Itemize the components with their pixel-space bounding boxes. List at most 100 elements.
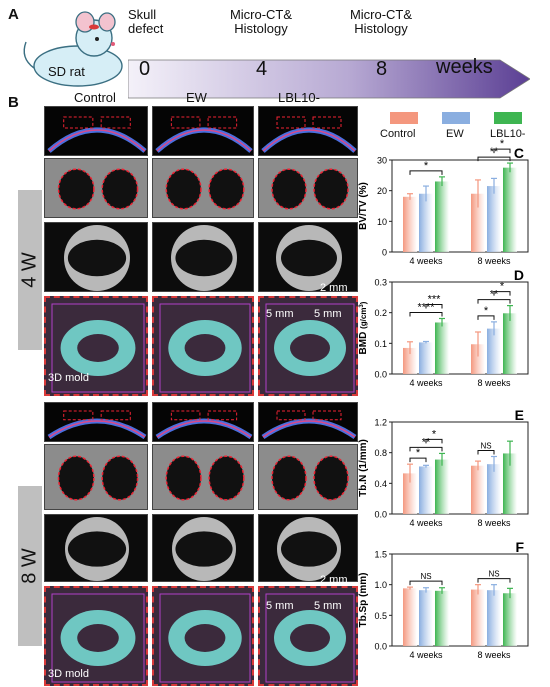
ct-image-4w-zoom-2: [258, 222, 358, 292]
scale-bar-4w: 2 mm: [320, 282, 348, 294]
row-label-4w: 4 W: [18, 190, 42, 350]
chart-c-ylabel: BV/TV (%): [358, 182, 369, 230]
row-label-8w: 8 W: [18, 486, 42, 646]
ct-image-8w-cor-0: [44, 444, 148, 510]
ct-image-4w-mold-2: [258, 296, 358, 396]
chart-e-ylabel: Tb.N (1/mm): [358, 439, 369, 497]
chart-d-bar: [435, 322, 449, 374]
ct-image-8w-cor-1: [152, 444, 254, 510]
chart-e-sig-label: *: [416, 447, 421, 459]
chart-c-sig-bracket: [409, 170, 443, 175]
ct-image-8w-mold-1: [152, 586, 254, 686]
chart-e-sig-bracket: [425, 438, 443, 444]
chart-d-ylabel: BMD (g/cm3): [358, 301, 369, 354]
chart-f-ytick-label: 1.5: [374, 550, 387, 560]
chart-e-bar: [503, 453, 517, 514]
chart-e-xtick-label: 4 weeks: [409, 518, 443, 528]
column-header-control: Control: [74, 90, 116, 105]
chart-c-bar: [419, 193, 433, 252]
chart-d-ytick-label: 0.2: [374, 308, 387, 318]
ct-image-8w-zoom-2: [258, 514, 358, 582]
chart-e-sig-label: NS: [480, 442, 491, 451]
chart-f-sig-bracket: [477, 578, 511, 583]
chart-e-ytick-label: 0.0: [374, 510, 387, 520]
animal-label: SD rat: [48, 64, 85, 79]
chart-e-bar: [403, 473, 417, 514]
ct-image-4w-cor-1: [152, 158, 254, 218]
chart-c-bar: [471, 193, 485, 252]
chart-f-sig-bracket: [409, 580, 443, 586]
chart-e-frame: [391, 421, 529, 515]
ct-image-4w-sag-1: [152, 106, 254, 156]
ct-image-4w-zoom-0: [44, 222, 148, 292]
chart-d-sig-label: *: [500, 281, 505, 293]
chart-c-ytick-label: 0: [382, 248, 387, 258]
column-header-lbl: LBL10-: [278, 90, 320, 105]
chart-d-xtick-label: 8 weeks: [477, 378, 511, 388]
chart-f-xtick-label: 4 weeks: [409, 650, 443, 660]
chart-e-xtick-label: 8 weeks: [477, 518, 511, 528]
legend-label-ew: EW: [446, 128, 464, 140]
chart-c-bar: [435, 181, 449, 252]
chart-d-sig-bracket: [477, 315, 495, 320]
ct-image-8w-zoom-1: [152, 514, 254, 582]
panel-letter-b: B: [8, 94, 19, 111]
mold-scale-8w-b: 5 mm: [314, 600, 342, 612]
chart-e-letter: E: [515, 407, 524, 423]
chart-d-ytick-label: 0.0: [374, 370, 387, 380]
chart-d-xtick-label: 4 weeks: [409, 378, 443, 388]
chart-e-ytick-label: 1.2: [374, 418, 387, 428]
chart-e-sig-label: *: [432, 428, 437, 440]
ct-image-8w-sag-0: [44, 402, 148, 442]
legend-swatch-control: [390, 112, 418, 124]
mold-label-8w: 3D mold: [48, 668, 89, 680]
chart-f-xtick-label: 8 weeks: [477, 650, 511, 660]
event-1-label: Micro-CT& Histology: [229, 7, 293, 36]
legend-swatch-ew: [442, 112, 470, 124]
mold-scale-4w-b: 5 mm: [314, 308, 342, 320]
ct-image-8w-cor-2: [258, 444, 358, 510]
chart-d-bar: [471, 344, 485, 374]
chart-d-bar: [487, 328, 501, 374]
chart-d-letter: D: [514, 267, 524, 283]
chart-c-sig-label: *: [500, 138, 505, 150]
timeline-unit: weeks: [436, 56, 493, 78]
chart-d-sig-bracket: [493, 291, 511, 296]
chart-c-xtick-label: 4 weeks: [409, 256, 443, 266]
chart-f-ytick-label: 0.0: [374, 642, 387, 652]
chart-e-ytick-label: 0.4: [374, 479, 387, 489]
chart-d-sig-bracket: [425, 303, 443, 309]
timeline-arrow: [128, 59, 530, 99]
ct-image-4w-sag-2: [258, 106, 358, 156]
chart-c-xtick-label: 8 weeks: [477, 256, 511, 266]
chart-c-bar: [487, 186, 501, 252]
chart-f-ytick-label: 0.5: [374, 611, 387, 621]
chart-f-ylabel: Tb.Sp (mm): [358, 573, 369, 628]
ct-image-8w-mold-0: [44, 586, 148, 686]
chart-d-sig-bracket: [409, 311, 443, 317]
mold-label-4w: 3D mold: [48, 372, 89, 384]
chart-e-sig-bracket: [477, 450, 495, 455]
ct-image-8w-sag-1: [152, 402, 254, 442]
chart-d-ytick-label: 0.3: [374, 278, 387, 288]
chart-f-bar: [471, 589, 485, 646]
scale-bar-8w: 2 mm: [320, 574, 348, 586]
chart-d-bar: [503, 313, 517, 374]
chart-e-bar: [419, 466, 433, 514]
ct-image-8w-sag-2: [258, 402, 358, 442]
chart-f-bar: [503, 593, 517, 646]
chart-d-bar: [403, 347, 417, 374]
mold-scale-4w-a: 5 mm: [266, 308, 294, 320]
chart-d-sig-label: *: [484, 305, 489, 317]
chart-c-bar: [503, 167, 517, 252]
chart-e-sig-bracket: [409, 446, 443, 452]
ct-image-4w-mold-1: [152, 296, 254, 396]
chart-f-bar: [403, 588, 417, 646]
event-0-label: Skull defect: [128, 7, 164, 36]
mold-scale-8w-a: 5 mm: [266, 600, 294, 612]
chart-d-frame: [391, 281, 529, 375]
legend-swatch-lbl: [494, 112, 522, 124]
legend-label-lbl: LBL10-: [490, 128, 526, 140]
timeline-tick-8: 8: [376, 58, 388, 80]
chart-c-letter: C: [514, 145, 524, 161]
